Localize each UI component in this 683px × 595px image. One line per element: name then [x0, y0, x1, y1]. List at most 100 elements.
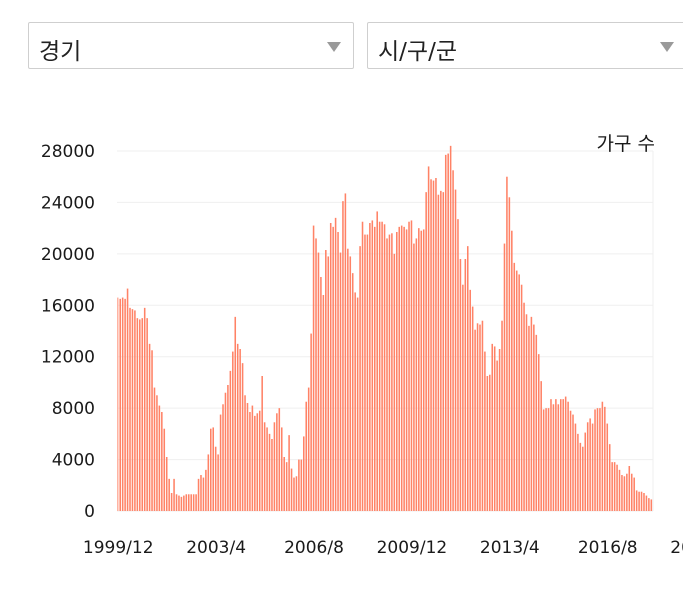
bar [303, 436, 305, 511]
bar [251, 405, 254, 511]
bar [640, 491, 643, 511]
bar [525, 314, 528, 511]
bar [129, 307, 131, 511]
bar [511, 230, 513, 511]
bar [342, 201, 344, 511]
bar [533, 324, 535, 511]
bar [332, 226, 334, 511]
bar [195, 494, 197, 511]
bar [222, 404, 224, 511]
bar [604, 406, 606, 511]
bar [449, 145, 452, 511]
province-select-value: 경기 [39, 39, 82, 65]
province-select[interactable]: 경기 [28, 22, 354, 69]
x-tick-label: 2006/8 [284, 538, 344, 558]
bar [246, 403, 249, 511]
bar [197, 478, 200, 511]
bar [496, 360, 498, 511]
bar [131, 309, 134, 511]
bar [347, 248, 349, 511]
bar [234, 316, 237, 511]
bar [283, 457, 285, 511]
bar [119, 298, 121, 511]
bar [183, 495, 185, 511]
bar [420, 230, 423, 511]
bar [146, 318, 148, 511]
bar [518, 274, 520, 511]
bar [584, 432, 587, 511]
bar [161, 412, 163, 511]
bar [124, 298, 126, 511]
bar [263, 422, 266, 511]
bar [530, 316, 533, 511]
bar [393, 253, 396, 511]
bar [572, 414, 574, 511]
bar [163, 428, 166, 511]
bar [165, 457, 168, 511]
bar [383, 224, 386, 512]
bar [312, 225, 315, 512]
bar [178, 495, 180, 511]
bar [579, 442, 582, 511]
bar [589, 418, 591, 511]
bar [633, 477, 635, 511]
bar [278, 408, 281, 511]
bar [364, 234, 366, 512]
bar [273, 422, 276, 511]
y-tick-label: 16000 [41, 296, 95, 316]
bar [425, 192, 427, 511]
bar [398, 226, 401, 511]
bar [153, 387, 156, 511]
bar [545, 408, 547, 511]
bar [457, 219, 459, 511]
bar [254, 415, 256, 511]
bar [442, 192, 445, 511]
bar [582, 446, 584, 511]
bar [136, 318, 139, 511]
city-select[interactable]: 시/구/군 [367, 22, 683, 69]
bar [537, 354, 540, 511]
bar [276, 413, 278, 511]
bar [542, 409, 545, 511]
y-tick-label: 20000 [41, 245, 95, 265]
bar [391, 233, 393, 512]
bar [567, 401, 569, 511]
bar [410, 220, 413, 511]
bar [400, 225, 403, 512]
bar [185, 494, 188, 511]
bar [552, 404, 555, 511]
bar [271, 439, 273, 511]
bar [298, 459, 300, 511]
bar [200, 475, 202, 511]
bar [621, 475, 623, 511]
bar [515, 270, 518, 511]
bar [616, 464, 618, 511]
chart-bars [117, 145, 653, 512]
bar [403, 226, 405, 511]
bar [396, 232, 398, 511]
bar [555, 399, 557, 511]
bar [148, 343, 151, 511]
bar [320, 277, 322, 511]
bar [210, 428, 212, 511]
bar [506, 176, 508, 511]
bar [227, 385, 229, 511]
y-tick-label: 24000 [41, 193, 95, 213]
bar [466, 246, 469, 511]
bar [386, 238, 388, 511]
bar [359, 246, 361, 511]
bar [405, 229, 408, 511]
bar [454, 189, 457, 512]
bar [491, 343, 494, 511]
bar [151, 350, 153, 511]
bar [413, 243, 415, 512]
bar [143, 307, 146, 511]
bar [349, 256, 352, 511]
bar [430, 179, 432, 512]
bar [121, 297, 124, 511]
bar [329, 223, 332, 511]
bar [559, 399, 562, 511]
bar [300, 459, 303, 511]
bar [285, 462, 288, 511]
